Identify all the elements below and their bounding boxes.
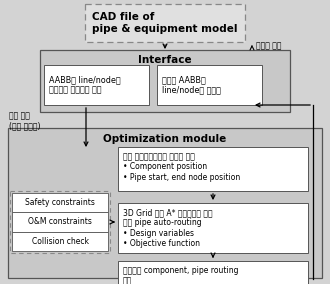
Text: Collision check: Collision check <box>31 237 88 246</box>
Text: CAD file of
pipe & equipment model: CAD file of pipe & equipment model <box>92 12 238 34</box>
Bar <box>118 261 308 284</box>
Text: 최적안 정보: 최적안 정보 <box>256 41 281 51</box>
Text: Interface: Interface <box>138 55 192 65</box>
Bar <box>8 128 322 278</box>
Bar <box>44 65 149 105</box>
Text: 기존 설계안으로부터 추출한 정보
• Component position
• Pipe start, end node position: 기존 설계안으로부터 추출한 정보 • Component position •… <box>123 152 240 182</box>
Text: AABB와 line/node로
간략화된 형상으로 추출: AABB와 line/node로 간략화된 형상으로 추출 <box>49 75 121 95</box>
Bar <box>118 203 308 253</box>
Bar <box>85 4 245 42</box>
Bar <box>157 65 262 105</box>
Text: 최적안의 component, pipe routing
정보: 최적안의 component, pipe routing 정보 <box>123 266 239 284</box>
Text: 추출 정보
(기존 설계안): 추출 정보 (기존 설계안) <box>9 111 41 131</box>
Bar <box>40 50 290 112</box>
Bar <box>10 191 110 253</box>
Bar <box>12 212 108 232</box>
Bar <box>12 232 108 251</box>
Text: 3D Grid 기반 A* 알고리즘을 사용
하여 pipe auto-routing
• Design variables
• Objective funct: 3D Grid 기반 A* 알고리즘을 사용 하여 pipe auto-rout… <box>123 208 213 248</box>
Bar <box>12 193 108 212</box>
Text: Safety constraints: Safety constraints <box>25 198 95 207</box>
Text: 최적안 AABB와
line/node로 가시화: 최적안 AABB와 line/node로 가시화 <box>162 75 221 95</box>
Text: Optimization module: Optimization module <box>103 134 227 144</box>
Text: O&M constraints: O&M constraints <box>28 218 92 227</box>
Bar <box>118 147 308 191</box>
